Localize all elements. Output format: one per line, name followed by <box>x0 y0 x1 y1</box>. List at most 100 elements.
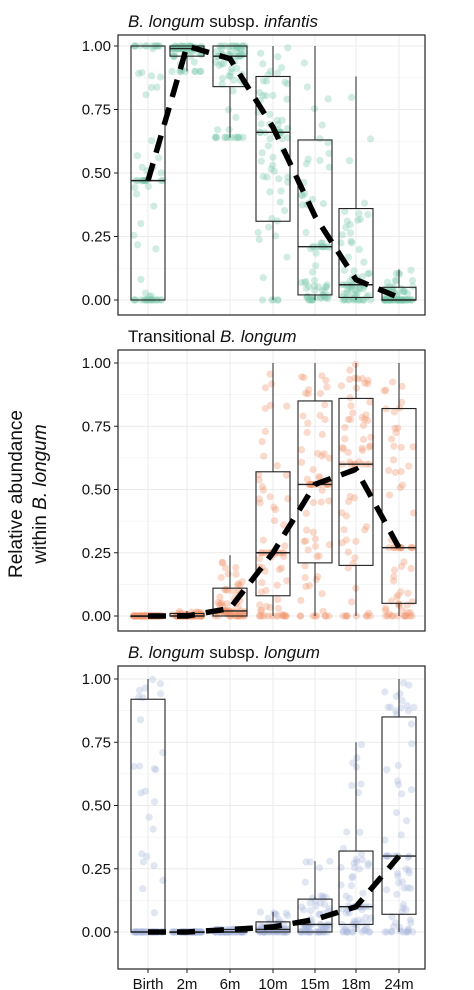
data-point <box>402 612 411 620</box>
data-point <box>343 290 351 298</box>
data-point <box>320 287 328 295</box>
data-point <box>303 83 311 91</box>
data-point <box>409 509 418 517</box>
y-tick-label: 1.00 <box>82 671 111 688</box>
data-point <box>356 215 364 223</box>
data-point <box>301 562 309 570</box>
data-point <box>138 850 146 858</box>
data-point <box>360 296 368 304</box>
data-point <box>309 894 317 902</box>
data-point <box>342 512 351 520</box>
data-point <box>384 703 392 711</box>
panel-title: B. longum subsp. longum <box>128 643 320 662</box>
data-point <box>275 175 283 183</box>
data-point <box>361 927 370 935</box>
data-point <box>355 210 363 218</box>
data-point <box>366 612 374 620</box>
data-point <box>218 599 226 607</box>
data-point <box>357 850 365 858</box>
data-point <box>223 600 231 608</box>
data-point <box>319 892 327 900</box>
panel-1: 0.00 0.25 0.50 0.75 1.00 B. longum subsp. inf… <box>82 12 426 316</box>
data-point <box>325 905 334 913</box>
data-point <box>349 759 357 767</box>
panel-2: 0.00 0.25 0.50 0.75 1.00 Transitional B. long… <box>82 327 426 632</box>
trend-line <box>148 854 402 935</box>
data-point <box>297 446 306 454</box>
data-point <box>211 133 219 141</box>
data-point <box>394 761 402 770</box>
data-point <box>152 245 160 253</box>
data-point <box>255 554 264 563</box>
data-point <box>145 813 153 821</box>
data-point <box>304 390 312 398</box>
data-point <box>409 443 417 451</box>
data-point <box>312 249 320 257</box>
data-point <box>390 408 398 416</box>
data-point <box>399 878 407 886</box>
data-point <box>381 295 389 303</box>
data-point <box>261 404 269 413</box>
data-point <box>350 290 359 299</box>
data-point <box>364 380 372 388</box>
data-point <box>266 188 274 196</box>
data-point <box>341 925 349 933</box>
data-point <box>305 582 313 590</box>
data-point <box>135 69 143 78</box>
panel-frame <box>117 665 426 970</box>
data-point <box>352 918 360 926</box>
data-point <box>281 612 289 620</box>
data-point <box>256 601 264 609</box>
data-point <box>278 64 286 72</box>
data-point <box>382 386 390 394</box>
data-point <box>390 566 399 574</box>
data-point <box>387 928 395 936</box>
data-point <box>318 452 326 460</box>
data-point <box>156 73 165 81</box>
data-point <box>381 836 389 844</box>
data-point <box>392 277 400 285</box>
data-point <box>321 923 329 932</box>
data-point <box>363 523 371 531</box>
data-point <box>300 373 308 382</box>
data-point <box>284 134 292 142</box>
data-point <box>398 790 406 798</box>
data-point <box>297 596 305 605</box>
box-iqr <box>130 45 166 301</box>
data-point <box>222 609 230 618</box>
data-point <box>131 184 139 192</box>
data-point <box>352 537 360 546</box>
data-point <box>298 903 306 911</box>
data-point <box>408 612 416 620</box>
data-point <box>225 43 233 51</box>
data-point <box>321 415 329 424</box>
data-point <box>394 424 402 432</box>
data-point <box>322 294 330 302</box>
data-point <box>267 67 275 75</box>
data-point <box>365 609 373 617</box>
data-point <box>306 858 314 866</box>
data-point <box>258 612 266 620</box>
data-point <box>258 438 266 446</box>
panels: 0.00 0.25 0.50 0.75 1.00 B. longum subsp. inf… <box>82 12 426 970</box>
data-point <box>155 154 163 162</box>
y-tick-label: 0.00 <box>82 608 111 625</box>
y-axis: 0.00 0.25 0.50 0.75 1.00 <box>82 671 118 941</box>
data-point <box>309 498 317 507</box>
data-point <box>353 289 361 297</box>
data-point <box>399 679 408 687</box>
data-point <box>399 928 407 936</box>
data-point <box>385 466 393 475</box>
data-point <box>256 612 264 620</box>
data-point <box>324 95 332 103</box>
data-point <box>212 133 220 141</box>
data-point <box>357 296 365 304</box>
data-point <box>301 190 309 198</box>
data-point <box>270 167 278 175</box>
data-point <box>383 886 391 894</box>
data-point <box>359 447 367 455</box>
data-point <box>380 387 388 395</box>
data-point <box>138 68 146 77</box>
data-point <box>308 296 316 304</box>
data-point <box>404 884 412 892</box>
